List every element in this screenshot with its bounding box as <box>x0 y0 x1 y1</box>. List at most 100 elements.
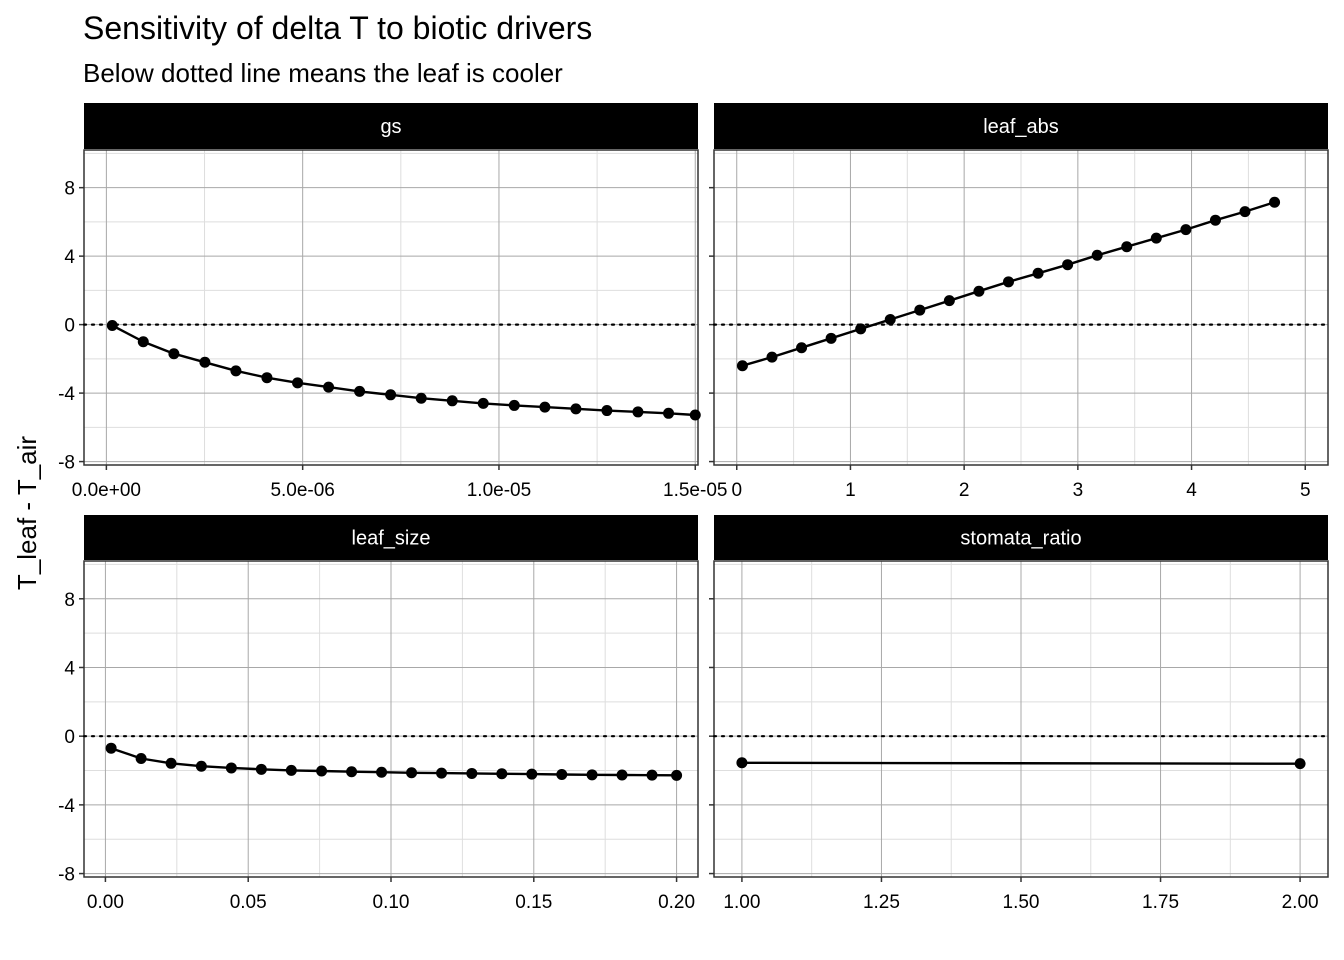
x-tick-label: 2.00 <box>1282 892 1319 913</box>
y-tick-label: 4 <box>64 247 75 268</box>
data-point <box>406 767 418 779</box>
x-tick-label: 1.0e-05 <box>467 480 531 501</box>
data-point <box>195 760 207 772</box>
data-point <box>556 768 568 780</box>
data-point <box>943 295 955 307</box>
data-point <box>796 342 808 354</box>
data-point <box>1269 196 1281 208</box>
panel-border <box>713 149 1329 466</box>
data-point <box>825 332 837 344</box>
data-point <box>230 365 242 377</box>
data-point <box>436 767 448 779</box>
data-point <box>616 769 628 781</box>
data-point <box>508 399 520 411</box>
data-point <box>168 348 180 360</box>
x-tick-label: 0.20 <box>658 892 695 913</box>
data-point <box>106 319 118 331</box>
data-point <box>477 397 489 409</box>
y-tick-label: -8 <box>58 453 75 474</box>
facet-strip <box>84 103 698 149</box>
data-point <box>225 762 237 774</box>
data-point <box>446 395 458 407</box>
panel-stomata-ratio: stomata_ratio 1.00 1.25 1.50 1.75 2.00 <box>709 515 1330 913</box>
panel-leaf-size: leaf_size 8 4 0 -4 -8 0.00 0.05 0.10 0.15 0.20 <box>58 515 700 913</box>
panel-gs: gs 8 4 0 -4 -8 0.0e+00 5.0e-06 1.0e-05 1.5e-05 <box>58 103 727 501</box>
x-tick-label: 0 <box>731 480 742 501</box>
x-tick-label: 1.25 <box>863 892 900 913</box>
data-point <box>1150 232 1162 244</box>
panel-border <box>83 149 699 466</box>
data-point <box>689 409 701 421</box>
data-point <box>1121 241 1133 253</box>
y-axis-label: T_leaf - T_air <box>12 436 42 590</box>
x-tick-label: 0.05 <box>230 892 267 913</box>
data-point <box>165 757 177 769</box>
data-point <box>736 757 748 769</box>
data-point <box>671 769 683 781</box>
x-tick-label: 1.5e-05 <box>663 480 727 501</box>
data-point <box>316 765 328 777</box>
facet-strip-label: leaf_abs <box>983 116 1059 138</box>
data-point <box>736 360 748 372</box>
data-point <box>973 285 985 297</box>
facet-strip-label: gs <box>380 116 401 138</box>
data-point <box>105 742 117 754</box>
data-point <box>292 377 304 389</box>
data-point <box>855 323 867 335</box>
x-tick-label: 3 <box>1073 480 1084 501</box>
x-tick-label: 1 <box>845 480 856 501</box>
data-point <box>1180 224 1192 236</box>
data-point <box>884 313 896 325</box>
data-point <box>1294 758 1306 770</box>
data-point <box>415 392 427 404</box>
data-point <box>570 403 582 415</box>
data-point <box>1002 276 1014 288</box>
y-tick-label: -4 <box>58 384 75 405</box>
series-line <box>111 324 696 417</box>
facet-strip <box>84 515 698 560</box>
x-tick-label: 5 <box>1300 480 1311 501</box>
data-point <box>261 372 273 384</box>
data-point <box>632 406 644 418</box>
y-tick-label: 0 <box>64 727 75 748</box>
x-tick-label: 1.00 <box>723 892 760 913</box>
data-point <box>1209 214 1221 226</box>
data-point <box>663 407 675 419</box>
chart-subtitle: Below dotted line means the leaf is cool… <box>83 58 563 88</box>
y-tick-label: -4 <box>58 796 75 817</box>
panel-leaf-abs: leaf_abs 0 1 2 3 4 5 <box>709 103 1330 501</box>
facet-strip-label: leaf_size <box>352 528 431 550</box>
data-point <box>646 769 658 781</box>
y-tick-label: -8 <box>58 865 75 886</box>
x-tick-label: 0.10 <box>373 892 410 913</box>
y-tick-label: 8 <box>64 179 75 200</box>
data-point <box>1091 249 1103 261</box>
y-tick-label: 0 <box>64 316 75 337</box>
data-point <box>526 768 538 780</box>
x-tick-label: 0.0e+00 <box>72 480 141 501</box>
data-point <box>586 769 598 781</box>
y-tick-label: 4 <box>64 658 75 679</box>
facet-strip-label: stomata_ratio <box>960 528 1081 550</box>
data-point <box>135 753 147 764</box>
data-point <box>466 767 478 779</box>
data-point <box>199 356 211 368</box>
y-tick-label: 8 <box>64 590 75 611</box>
chart-title: Sensitivity of delta T to biotic drivers <box>83 10 593 46</box>
series-line <box>741 761 1301 765</box>
data-point <box>1239 206 1251 218</box>
data-point <box>1032 267 1044 279</box>
data-point <box>255 763 267 775</box>
data-point <box>496 768 508 780</box>
data-point <box>137 336 149 348</box>
x-tick-label: 2 <box>959 480 970 501</box>
data-point <box>539 401 551 413</box>
data-point <box>385 389 397 401</box>
x-tick-label: 5.0e-06 <box>270 480 334 501</box>
data-point <box>914 304 926 316</box>
data-point <box>1062 259 1074 271</box>
data-point <box>354 385 366 397</box>
data-point <box>285 764 297 776</box>
data-point <box>346 766 358 778</box>
